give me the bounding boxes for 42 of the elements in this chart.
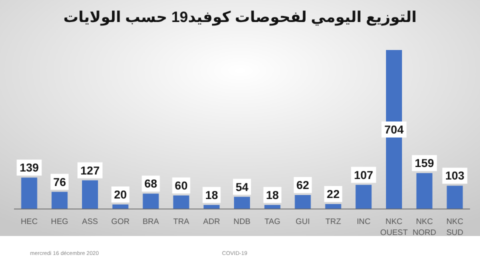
bar (52, 192, 68, 209)
data-label: 107 (354, 170, 374, 182)
x-tick-label: NDB (234, 217, 250, 226)
data-label: 103 (445, 170, 464, 183)
data-label: 62 (296, 180, 310, 192)
data-label: 68 (144, 178, 158, 191)
x-tick-label: GUI (296, 217, 310, 226)
data-label: 139 (20, 162, 39, 175)
bar (82, 180, 98, 209)
data-label: 18 (205, 190, 219, 202)
x-tick-label: BRA (142, 217, 160, 226)
bar (234, 196, 250, 209)
data-label: 54 (236, 182, 249, 194)
bar (142, 194, 159, 209)
bar (446, 186, 463, 209)
data-label: 76 (53, 176, 66, 189)
bar (173, 195, 190, 209)
data-label: 18 (266, 190, 280, 202)
x-tick-label: TAG (264, 217, 280, 226)
x-tick-label: TRZ (325, 217, 342, 226)
bar (21, 178, 38, 209)
x-tick-label: ASS (82, 217, 98, 226)
bar (356, 184, 372, 209)
data-label: 20 (114, 189, 127, 202)
chart-title: التوزيع اليومي لفحوصات كوفيد19 حسب الولايات (63, 9, 417, 26)
x-tick-label: HEC (20, 217, 38, 226)
x-tick-label: INC (356, 217, 371, 226)
x-tick-label: GOR (111, 217, 130, 226)
x-tick-label: NKC SUD (446, 217, 464, 237)
bar (294, 194, 311, 209)
data-label: 159 (414, 158, 434, 170)
x-tick-label: NKC NORD (412, 217, 436, 237)
x-tick-label: HEG (50, 217, 68, 226)
data-label: 704 (384, 124, 404, 136)
bar (325, 204, 342, 209)
x-tick-label: ADR (203, 217, 220, 226)
x-tick-label: TRA (173, 217, 190, 226)
data-label: 22 (326, 189, 340, 202)
bar (416, 173, 432, 209)
data-label: 127 (80, 165, 100, 178)
x-tick-label: NKC OUEST (380, 217, 408, 237)
data-label: 60 (174, 180, 188, 192)
